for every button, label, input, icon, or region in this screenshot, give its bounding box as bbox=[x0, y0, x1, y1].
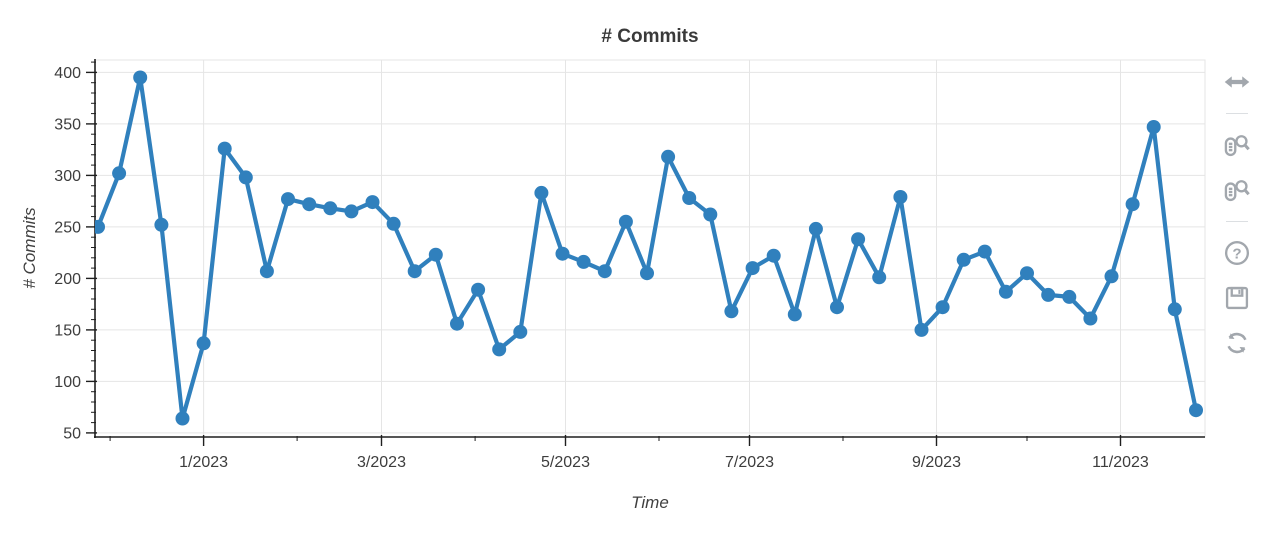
pan-x-icon bbox=[1223, 68, 1251, 96]
svg-text:350: 350 bbox=[54, 117, 81, 134]
commits-series bbox=[95, 70, 1203, 426]
svg-text:?: ? bbox=[1232, 245, 1241, 262]
save-icon bbox=[1223, 284, 1251, 312]
svg-text:9/2023: 9/2023 bbox=[912, 454, 961, 471]
y-axis-label: # Commits bbox=[20, 207, 39, 289]
help-icon: ? bbox=[1223, 239, 1251, 267]
reset-tool-button[interactable] bbox=[1221, 327, 1253, 359]
wheel-zoom-y-tool-button[interactable] bbox=[1221, 174, 1253, 206]
svg-text:50: 50 bbox=[63, 426, 81, 443]
wheel-zoom-icon bbox=[1223, 131, 1251, 159]
svg-text:11/2023: 11/2023 bbox=[1092, 454, 1149, 471]
reset-icon bbox=[1223, 329, 1251, 357]
svg-text:100: 100 bbox=[54, 374, 81, 391]
svg-text:300: 300 bbox=[54, 168, 81, 185]
help-tool-button[interactable]: ? bbox=[1221, 237, 1253, 269]
chart-title: # Commits bbox=[601, 26, 699, 47]
svg-text:200: 200 bbox=[54, 271, 81, 288]
svg-text:5/2023: 5/2023 bbox=[541, 454, 590, 471]
svg-text:7/2023: 7/2023 bbox=[725, 454, 774, 471]
svg-text:3/2023: 3/2023 bbox=[357, 454, 406, 471]
svg-text:400: 400 bbox=[54, 65, 81, 82]
bokeh-toolbar: ? bbox=[1214, 66, 1260, 359]
wheel-zoom-x-tool-button[interactable] bbox=[1221, 129, 1253, 161]
svg-text:250: 250 bbox=[54, 220, 81, 237]
x-axis-label: Time bbox=[631, 493, 669, 512]
svg-text:1/2023: 1/2023 bbox=[179, 454, 228, 471]
toolbar-divider bbox=[1226, 221, 1248, 222]
save-tool-button[interactable] bbox=[1221, 282, 1253, 314]
wheel-zoom-icon bbox=[1223, 176, 1251, 204]
toolbar-divider bbox=[1226, 113, 1248, 114]
pan-x-tool-button[interactable] bbox=[1221, 66, 1253, 98]
svg-text:150: 150 bbox=[54, 323, 81, 340]
